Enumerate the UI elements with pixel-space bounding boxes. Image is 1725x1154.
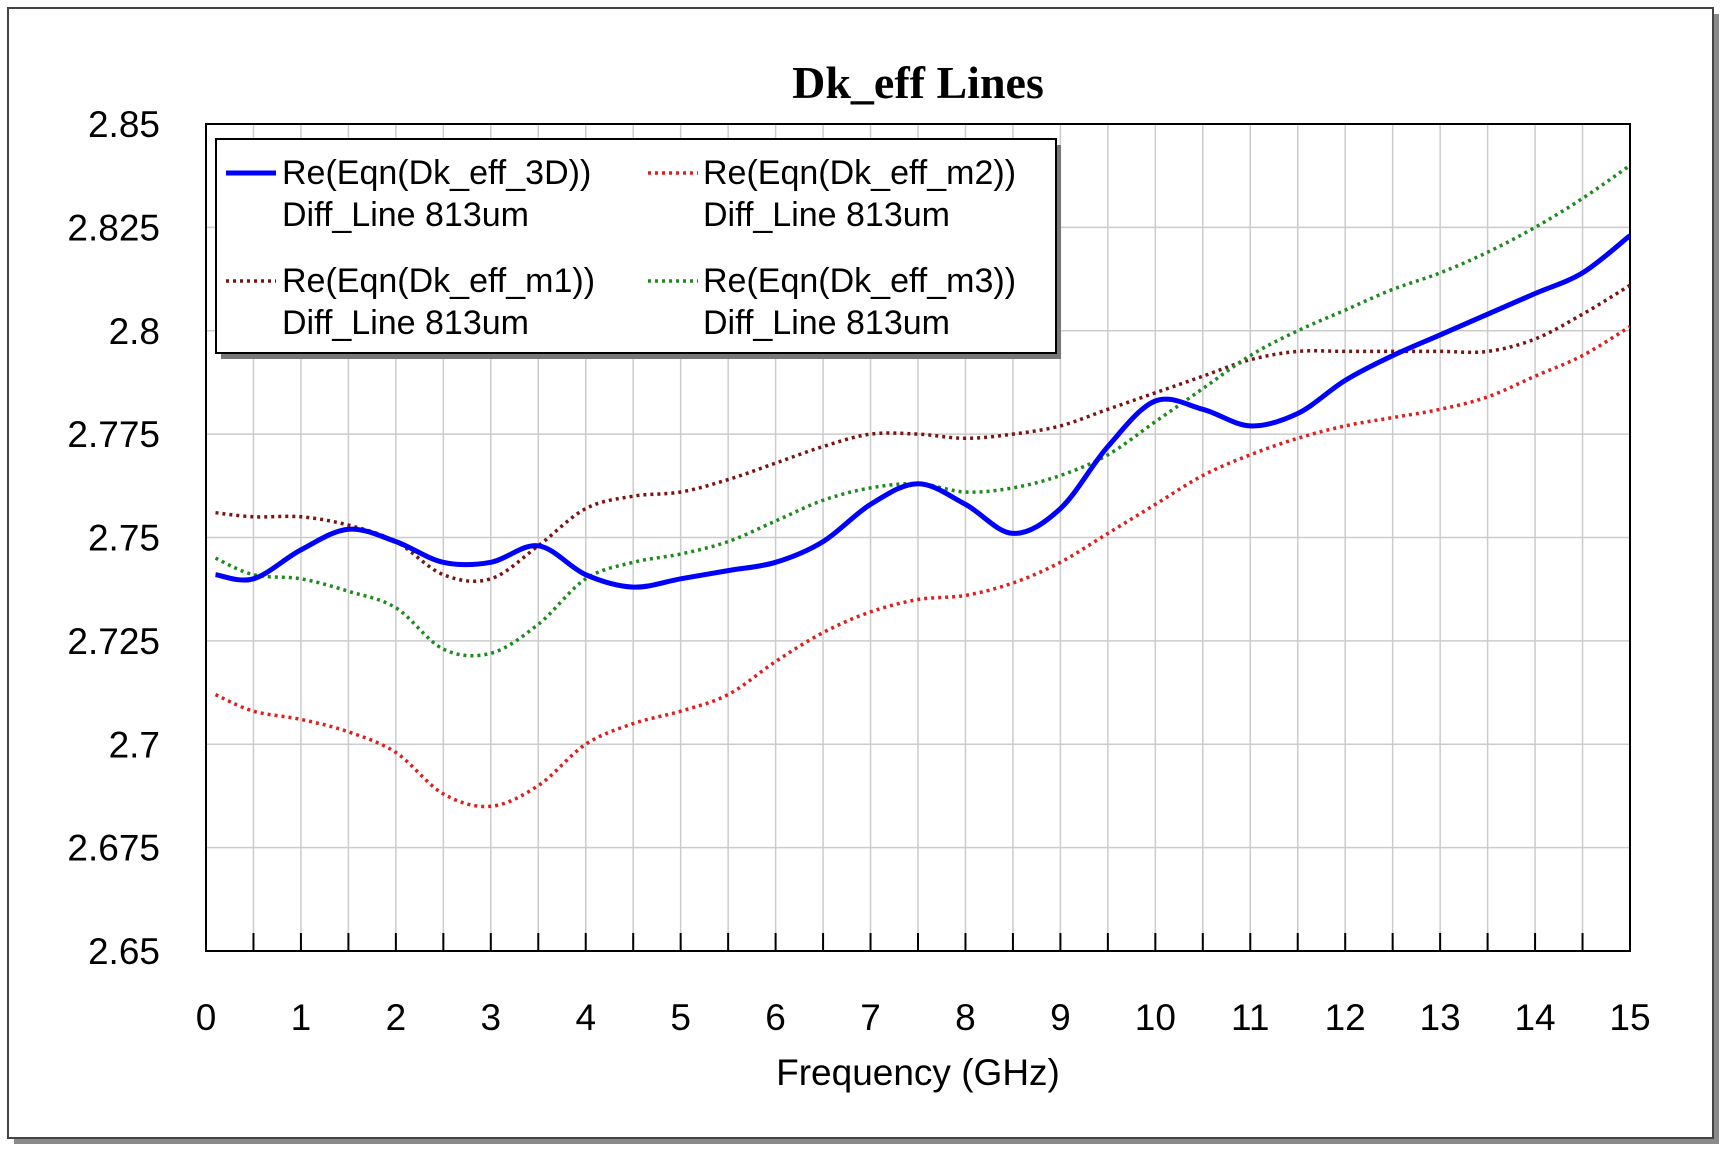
series-line-2 (214, 325, 1630, 809)
x-tick-label: 15 (1609, 997, 1650, 1038)
y-tick-label: 2.775 (67, 414, 160, 455)
legend: Re(Eqn(Dk_eff_3D))Diff_Line 813umRe(Eqn(… (215, 138, 1061, 359)
y-tick-label: 2.65 (88, 931, 160, 972)
x-tick-label: 12 (1325, 997, 1366, 1038)
y-tick-label: 2.75 (88, 518, 160, 559)
x-tick-label: 0 (196, 997, 217, 1038)
x-tick-label: 13 (1420, 997, 1461, 1038)
x-tick-label: 11 (1231, 997, 1269, 1038)
x-tick-label: 7 (860, 997, 881, 1038)
x-tick-label: 6 (765, 997, 786, 1038)
x-tick-label: 5 (670, 997, 691, 1038)
x-tick-label: 10 (1135, 997, 1176, 1038)
legend-label: Re(Eqn(Dk_eff_m1)) (282, 262, 595, 300)
series-lines (214, 163, 1630, 809)
chart-title: Dk_eff Lines (792, 57, 1044, 108)
y-tick-labels: 2.65 2.675 2.7 2.725 2.75 2.775 2.8 2.825 2.85 (67, 104, 160, 972)
legend-label: Re(Eqn(Dk_eff_m2)) (703, 154, 1016, 192)
series-line-3 (215, 283, 1630, 584)
y-tick-label: 2.8 (109, 311, 160, 352)
series-line-1 (215, 233, 1630, 590)
y-tick-label: 2.675 (67, 828, 160, 869)
x-tick-label: 8 (955, 997, 976, 1038)
legend-entry-1: Re(Eqn(Dk_eff_3D)) Diff_Line 813um (226, 154, 591, 234)
x-tick-label: 4 (575, 997, 596, 1038)
x-tick-labels: 0 1 2 3 4 5 6 7 8 9 10 11 12 13 14 15 (196, 997, 1651, 1038)
y-tick-label: 2.7 (109, 724, 160, 765)
legend-sublabel: Diff_Line 813um (282, 196, 529, 234)
legend-entry-4: Re(Eqn(Dk_eff_m3)) Diff_Line 813um (648, 262, 1016, 342)
legend-entry-3: Re(Eqn(Dk_eff_m1)) Diff_Line 813um (226, 262, 595, 342)
legend-label: Re(Eqn(Dk_eff_3D)) (282, 154, 591, 192)
x-tick-label: 1 (291, 997, 312, 1038)
legend-entry-2: Re(Eqn(Dk_eff_m2)) Diff_Line 813um (648, 154, 1016, 234)
legend-label: Re(Eqn(Dk_eff_m3)) (703, 262, 1016, 300)
x-minor-ticks (252, 933, 1584, 951)
legend-sublabel: Diff_Line 813um (703, 196, 950, 234)
legend-sublabel: Diff_Line 813um (703, 304, 950, 342)
legend-box (215, 138, 1057, 354)
x-tick-label: 9 (1050, 997, 1071, 1038)
legend-sublabel: Diff_Line 813um (282, 304, 529, 342)
x-tick-label: 2 (386, 997, 407, 1038)
y-tick-label: 2.825 (67, 207, 160, 248)
legend-entries: Re(Eqn(Dk_eff_3D))Diff_Line 813umRe(Eqn(… (226, 154, 1016, 342)
y-tick-label: 2.725 (67, 621, 160, 662)
y-tick-label: 2.85 (88, 104, 160, 145)
x-axis-title: Frequency (GHz) (776, 1052, 1060, 1093)
x-tick-label: 14 (1514, 997, 1555, 1038)
x-tick-label: 3 (481, 997, 502, 1038)
